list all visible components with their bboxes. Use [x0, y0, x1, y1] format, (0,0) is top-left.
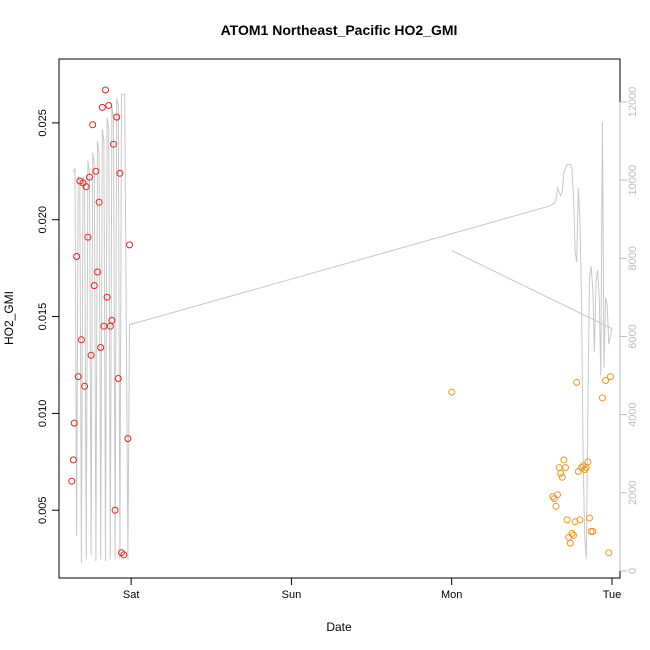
data-point-series-1: [89, 121, 97, 129]
data-point-series-1: [126, 241, 133, 249]
altitude-layer: [72, 93, 613, 564]
altitude-line: [72, 93, 613, 564]
data-point-series-1: [108, 316, 116, 324]
data-point-series-2: [557, 469, 565, 477]
x-tick-label: Sat: [123, 589, 140, 601]
x-tick-label: Tue: [603, 589, 622, 601]
right-tick-label: 4000: [627, 402, 639, 426]
data-point-series-1: [87, 351, 95, 359]
y-tick-label: 0.010: [37, 400, 49, 428]
x-tick-label: Sun: [282, 589, 302, 601]
data-point-series-1: [90, 282, 98, 290]
right-tick-label: 10000: [627, 165, 639, 196]
data-point-series-2: [598, 394, 606, 402]
data-point-series-1: [69, 456, 77, 464]
right-tick-label: 6000: [627, 324, 639, 348]
data-point-series-1: [124, 435, 132, 443]
data-point-series-2: [570, 531, 577, 539]
data-point-series-1: [116, 169, 124, 177]
y-tick-label: 0.015: [37, 303, 49, 331]
data-point-series-2: [584, 458, 592, 466]
right-tick-label: 8000: [627, 246, 639, 270]
data-point-series-2: [554, 491, 561, 499]
data-point-series-1: [103, 293, 111, 301]
y-tick-label: 0.005: [37, 496, 49, 524]
data-point-series-2: [605, 549, 613, 557]
data-point-series-1: [84, 233, 92, 241]
data-point-series-1: [81, 382, 89, 390]
data-point-series-2: [589, 528, 597, 535]
right-tick-label: 12000: [627, 87, 639, 118]
data-point-series-2: [448, 388, 456, 396]
data-point-series-1: [82, 183, 90, 191]
data-point-series-2: [566, 539, 574, 547]
data-point-series-1: [113, 113, 121, 121]
data-point-series-1: [98, 103, 106, 111]
data-point-series-1: [114, 375, 122, 382]
data-point-series-1: [94, 268, 101, 276]
data-point-series-1: [102, 86, 109, 94]
data-point-series-2: [576, 516, 584, 524]
data-point-series-1: [70, 419, 78, 427]
data-point-series-1: [86, 173, 93, 181]
data-point-series-2: [586, 514, 593, 522]
data-point-series-2: [574, 468, 582, 475]
data-point-series-1: [95, 198, 103, 206]
data-point-series-2: [606, 373, 614, 381]
x-axis-label: Date: [326, 620, 352, 634]
y-axis: 0.005 0.010 0.015 0.020 0.025: [37, 109, 60, 524]
data-point-series-1: [120, 551, 128, 559]
plot-frame: [58, 58, 621, 579]
data-point-series-1: [77, 336, 85, 344]
data-point-series-1: [105, 102, 113, 109]
data-point-series-2: [573, 378, 581, 386]
data-point-series-1: [74, 373, 82, 381]
y-tick-label: 0.020: [37, 206, 49, 234]
data-point-series-2: [552, 502, 560, 510]
data-point-series-1: [110, 140, 117, 148]
data-point-series-2: [558, 473, 566, 481]
data-point-series-2: [571, 518, 579, 526]
x-axis: Sat Sun Mon Tue: [123, 577, 622, 601]
points-layer: [68, 86, 614, 559]
data-point-series-2: [563, 516, 571, 524]
data-point-series-2: [550, 495, 558, 503]
data-point-series-1: [106, 322, 114, 330]
data-point-series-1: [111, 506, 119, 514]
right-axis: 0 2000 4000 6000 8000 10000 12000: [619, 87, 639, 574]
data-point-series-2: [568, 530, 576, 537]
data-point-series-2: [555, 464, 563, 472]
data-point-series-1: [68, 477, 76, 485]
y-tick-label: 0.025: [37, 109, 49, 137]
data-point-series-1: [97, 344, 105, 351]
data-point-series-1: [73, 253, 81, 260]
right-tick-label: 0: [627, 568, 639, 574]
data-point-series-2: [602, 377, 610, 384]
data-point-series-2: [562, 464, 569, 472]
x-tick-label: Mon: [441, 589, 462, 601]
chart-title: ATOM1 Northeast_Pacific HO2_GMI: [221, 22, 458, 38]
data-point-series-1: [92, 167, 100, 175]
data-point-series-2: [581, 466, 589, 474]
data-point-series-2: [560, 456, 568, 464]
right-tick-label: 2000: [627, 481, 639, 505]
y-axis-label: HO2_GMI: [2, 291, 16, 345]
